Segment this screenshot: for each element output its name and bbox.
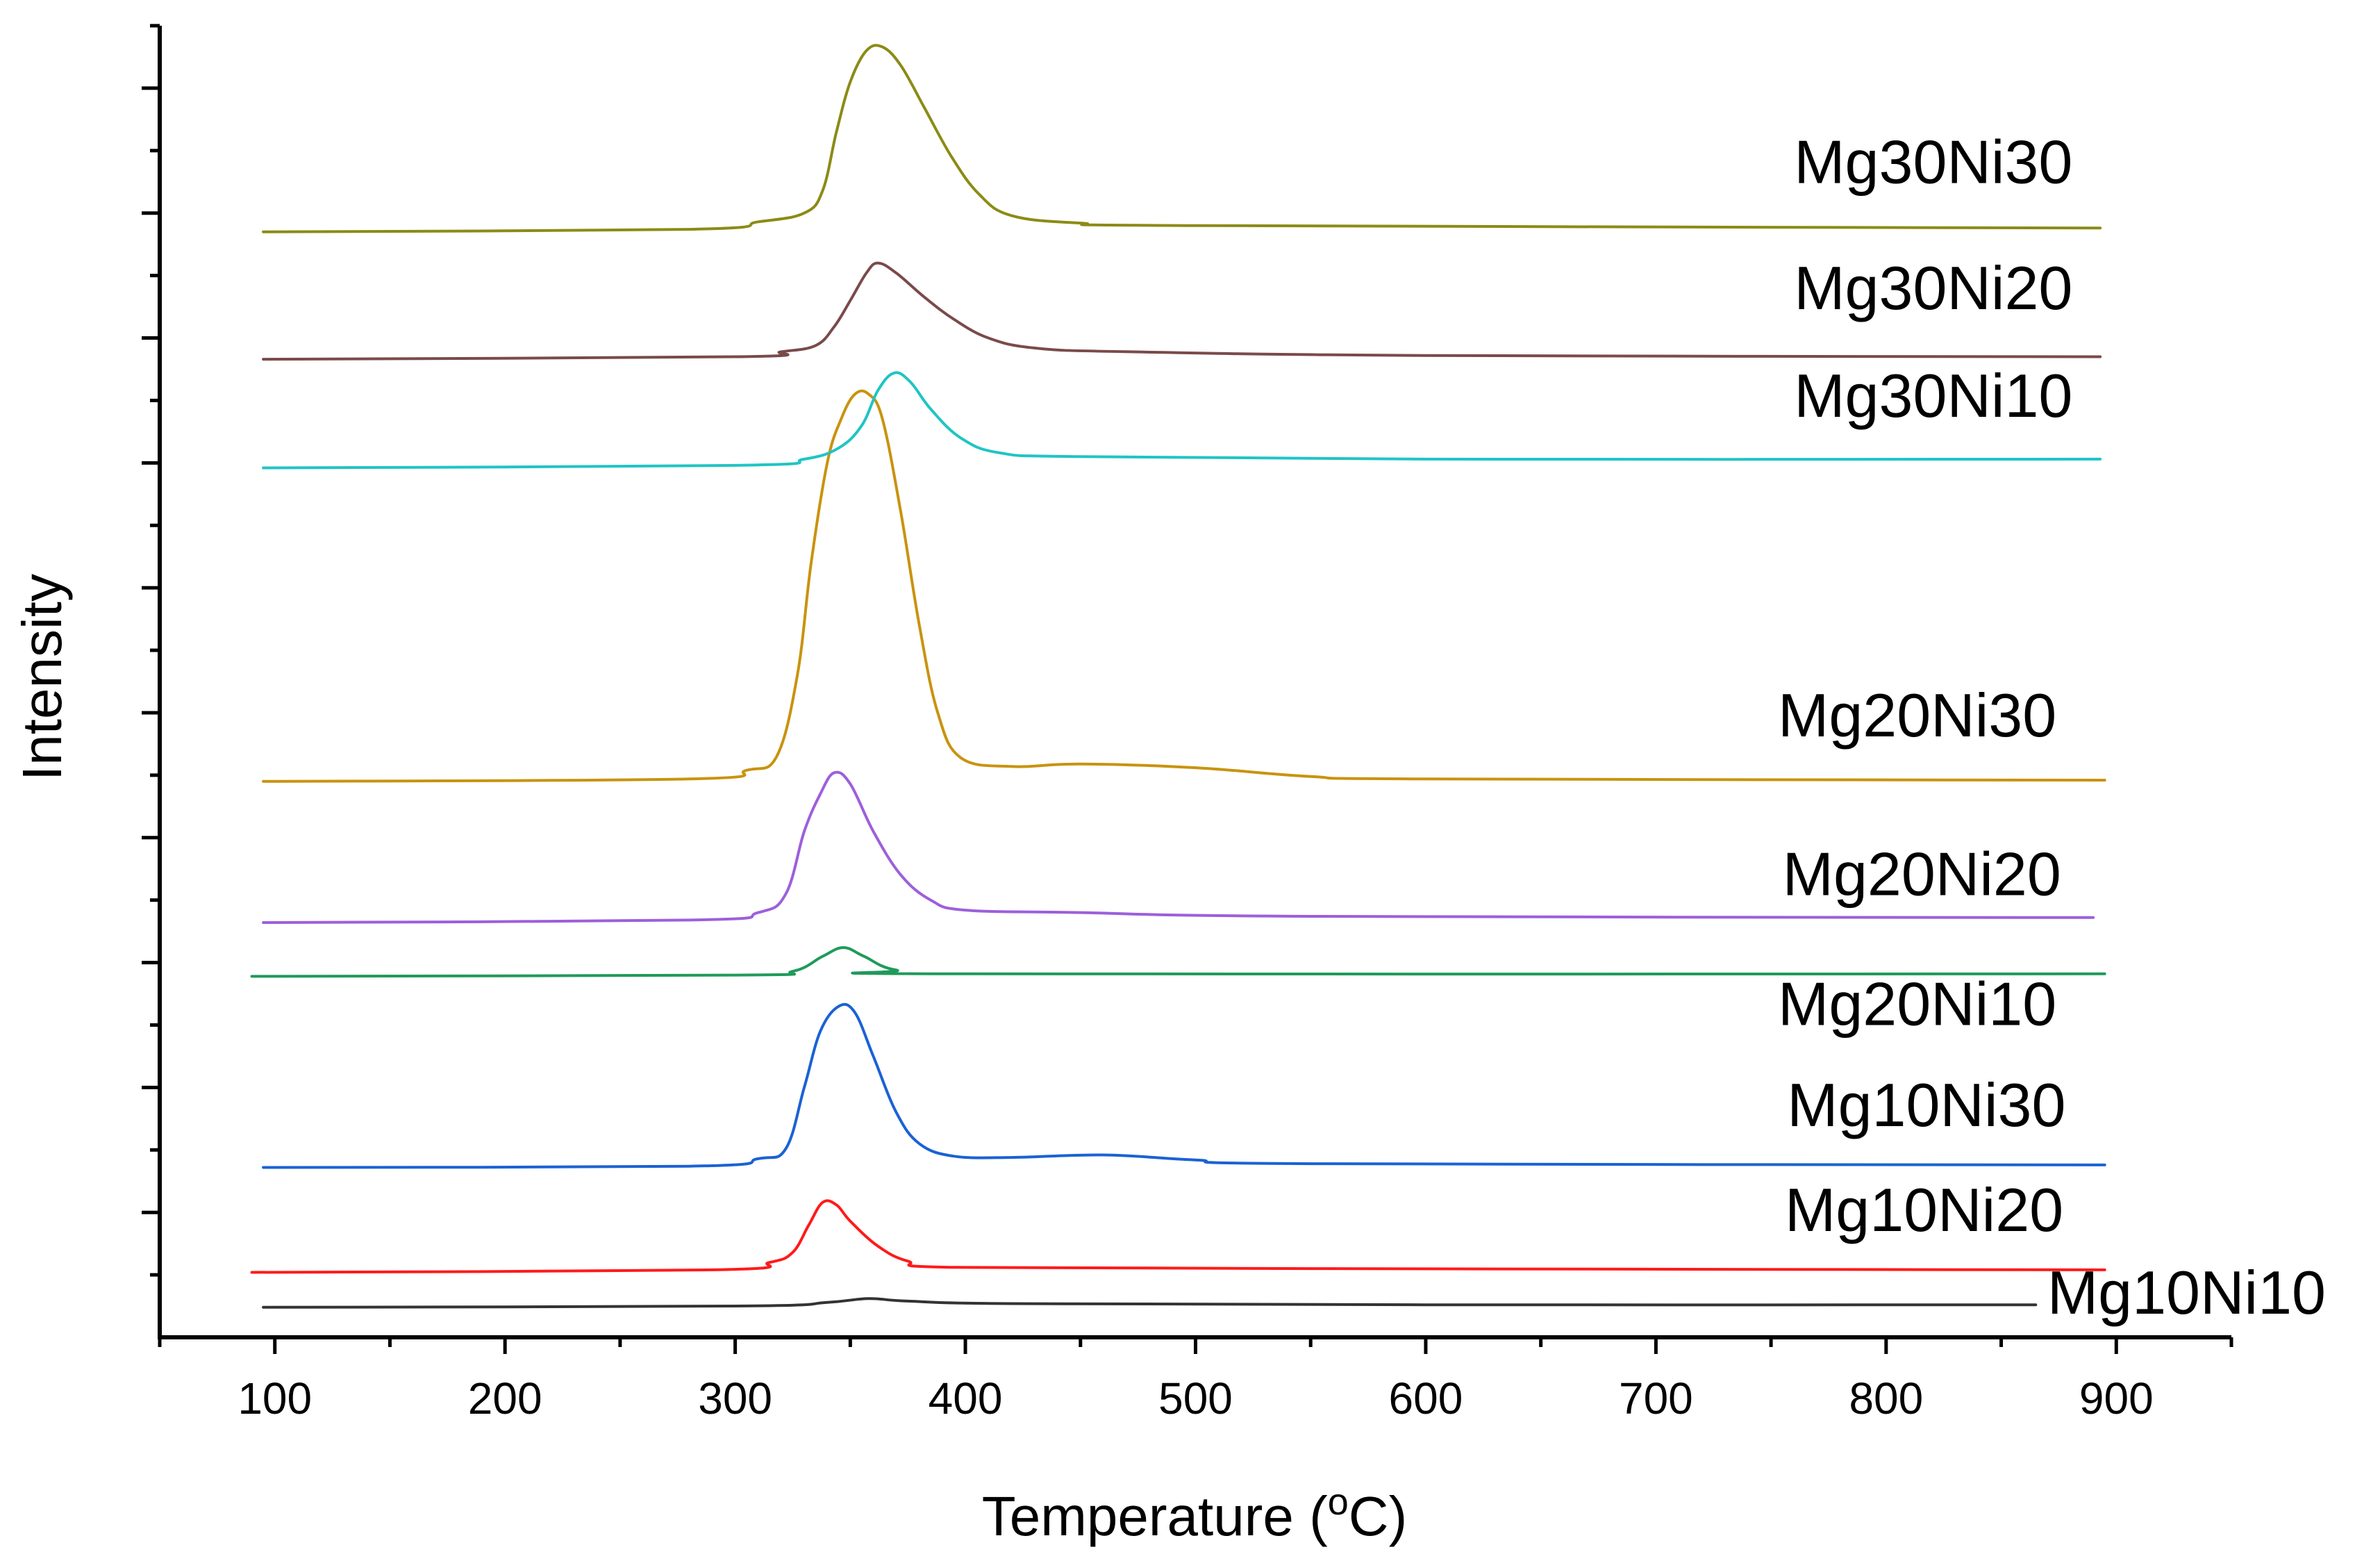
series-label-mg10ni20: Mg10Ni20 (1785, 1175, 2063, 1244)
x-axis-title-tail: C) (1349, 1485, 1407, 1547)
x-tick-label: 400 (929, 1373, 1003, 1423)
series-line-mg30ni20 (262, 261, 2102, 361)
series-line-mg20ni30 (262, 389, 2106, 783)
x-tick-label: 800 (1849, 1373, 1923, 1423)
x-tick-label: 500 (1158, 1373, 1233, 1423)
x-axis-title: Temperature (oC) (982, 1481, 1407, 1547)
series-label-mg20ni20: Mg20Ni20 (1783, 839, 2061, 908)
series-layer (250, 44, 2106, 1309)
series-line-mg30ni10 (262, 371, 2102, 470)
x-tick-label: 300 (698, 1373, 772, 1423)
ticks-layer: 100 200 300 400 500 600 700 800 900 (142, 24, 2233, 1423)
series-line-mg20ni20 (262, 770, 2095, 924)
y-axis-title: Intensity (11, 574, 73, 781)
x-axis-title-main: Temperature ( (982, 1485, 1328, 1547)
labels-layer: Mg30Ni30 Mg30Ni20 Mg30Ni10 Mg20Ni30 Mg20Ni20… (1778, 128, 2326, 1327)
series-label-mg20ni30: Mg20Ni30 (1778, 681, 2056, 750)
x-tick-label: 600 (1389, 1373, 1463, 1423)
series-line-mg10ni20 (250, 1199, 2106, 1274)
series-line-mg30ni30 (262, 44, 2102, 233)
series-line-mg10ni10 (262, 1297, 2038, 1309)
series-label-mg30ni10: Mg30Ni10 (1794, 361, 2072, 430)
x-tick-label: 200 (468, 1373, 542, 1423)
x-tick-label: 100 (238, 1373, 312, 1423)
series-label-mg30ni20: Mg30Ni20 (1794, 254, 2072, 322)
series-label-mg10ni10: Mg10Ni10 (2047, 1258, 2326, 1327)
series-label-mg10ni30: Mg10Ni30 (1787, 1071, 2065, 1139)
x-axis-title-sup: o (1328, 1481, 1349, 1523)
series-label-mg20ni10: Mg20Ni10 (1778, 969, 2056, 1038)
x-tick-label: 700 (1619, 1373, 1693, 1423)
series-line-mg10ni30 (262, 1002, 2106, 1169)
series-label-mg30ni30: Mg30Ni30 (1794, 128, 2072, 197)
x-tick-label: 900 (2079, 1373, 2154, 1423)
series-line-mg20ni10 (250, 946, 2106, 978)
